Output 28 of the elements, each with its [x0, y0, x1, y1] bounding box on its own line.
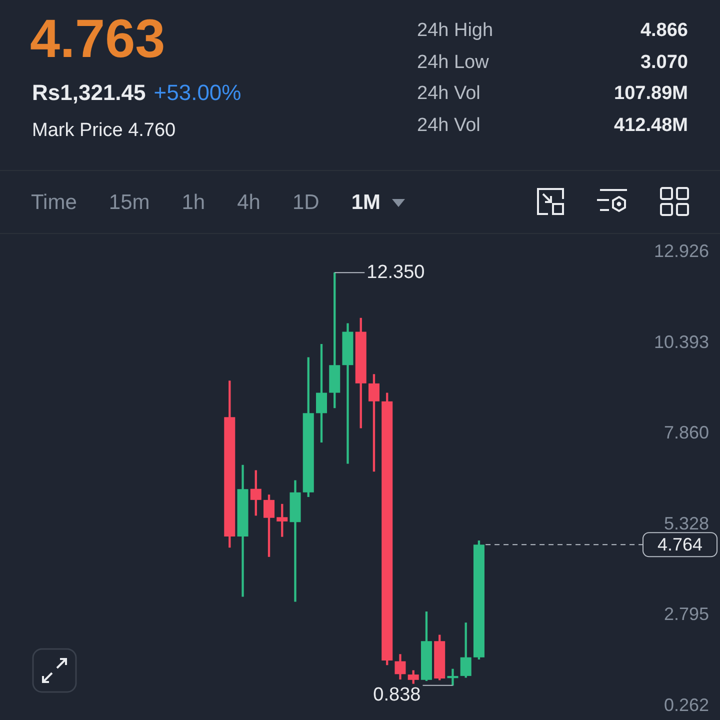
text: Time	[31, 190, 77, 216]
annotation: 0.838	[373, 684, 421, 706]
text: 4.763	[30, 9, 166, 69]
y-tick-label: 7.860	[664, 422, 709, 443]
y-tick-label: 0.262	[664, 694, 709, 715]
text: 1D	[292, 190, 320, 216]
ref-line-label: 4.764	[657, 534, 703, 555]
y-tick-label: 12.926	[654, 240, 709, 261]
y-tick-label: 5.328	[664, 513, 709, 534]
text: +53.00%	[154, 80, 242, 106]
text: 412.48M	[614, 114, 688, 137]
text: Mark Price 4.760	[32, 119, 176, 143]
text: 107.89M	[614, 83, 688, 106]
text: Rs1,321.45	[32, 80, 146, 106]
text: 24h High	[417, 20, 494, 42]
text: 1M	[351, 190, 381, 216]
text: 3.070	[640, 52, 688, 74]
text: 24h Vol	[417, 83, 480, 106]
text: 4.866	[640, 20, 688, 42]
text: 24h Vol	[417, 114, 480, 137]
y-tick-label: 2.795	[664, 604, 709, 624]
text: 24h Low	[417, 52, 489, 74]
candlestick	[447, 668, 458, 686]
text: 15m	[108, 190, 150, 216]
text: 4h	[237, 190, 260, 216]
text: 1h	[182, 190, 206, 216]
y-tick-label: 10.393	[654, 332, 709, 352]
annotation: 12.350	[366, 262, 425, 283]
